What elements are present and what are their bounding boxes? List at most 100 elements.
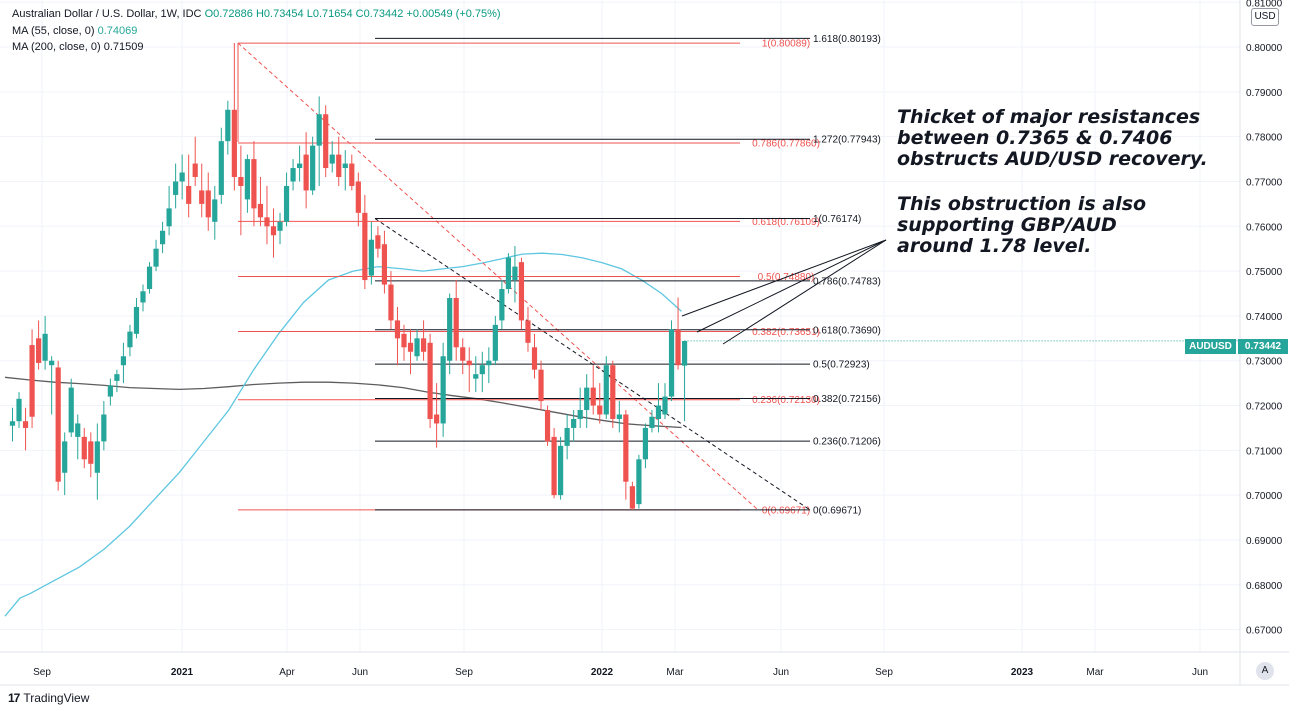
currency-button[interactable]: USD <box>1251 8 1279 26</box>
y-tick-label: 0.78000 <box>1246 133 1283 144</box>
candle-body <box>388 284 394 321</box>
candle-body <box>244 159 250 200</box>
x-tick-label: Apr <box>279 667 295 678</box>
annotation-arrow <box>722 239 887 345</box>
candle-body <box>192 163 198 178</box>
candle-body <box>558 445 564 496</box>
candle-body <box>9 421 16 426</box>
tradingview-logo[interactable]: 17 TradingView <box>8 691 89 705</box>
candle-body <box>212 199 218 222</box>
candle-body <box>36 338 42 363</box>
ma55-value: 0.74069 <box>97 25 138 37</box>
fib-black-label: 0.786(0.74783) <box>813 276 881 287</box>
candle-body <box>127 331 133 348</box>
candle-body <box>434 414 440 424</box>
ma200-legend[interactable]: MA (200, close, 0) 0.71509 <box>12 41 143 53</box>
fib-black-label: 1.272(0.77943) <box>813 135 881 146</box>
ma200-label: MA (200, close, 0) <box>12 41 101 53</box>
candle-body <box>179 172 185 182</box>
tradingview-logo-icon: 17 <box>8 691 20 705</box>
candle-body <box>394 320 401 339</box>
auto-scale-button[interactable]: A <box>1256 662 1274 680</box>
candle-body <box>316 114 322 146</box>
y-tick-label: 0.71000 <box>1246 446 1283 457</box>
candle-body <box>159 230 166 245</box>
candle-body <box>584 387 590 411</box>
annotation-line: supporting GBP/AUD <box>897 214 1117 236</box>
fib-black-label: 0.618(0.73690) <box>813 325 881 336</box>
candle-body <box>525 320 531 343</box>
fib-black-label: 1.618(0.80193) <box>813 34 881 45</box>
candle-body <box>531 347 538 370</box>
candle-body <box>668 329 675 397</box>
candle-body <box>362 212 368 281</box>
candle-body <box>642 427 649 460</box>
candle-body <box>297 163 303 169</box>
x-tick-label: Mar <box>666 667 684 678</box>
candle-body <box>49 360 55 366</box>
candle-body <box>616 414 622 419</box>
candle-body <box>538 369 544 402</box>
fib-black-label: 0(0.69671) <box>813 505 861 516</box>
candle-body <box>199 190 205 204</box>
candle-body <box>610 365 616 419</box>
annotation-block-1: Thicket of major resistances between 0.7… <box>897 107 1208 170</box>
candle-body <box>264 217 270 227</box>
x-tick-label: Jun <box>1192 667 1208 678</box>
y-tick-label: 0.69000 <box>1246 536 1283 547</box>
candle-body <box>101 414 107 442</box>
x-tick-label: 2023 <box>1011 667 1034 678</box>
candle-body <box>140 291 146 303</box>
candle-body <box>336 154 342 178</box>
candle-body <box>257 203 264 218</box>
candle-body <box>277 221 283 231</box>
candle-body <box>323 114 329 169</box>
candle-body <box>310 145 316 191</box>
candle-body <box>499 289 505 321</box>
fib-black-label: 0.5(0.72923) <box>813 360 870 371</box>
annotation-arrow <box>696 239 887 333</box>
candle-body <box>231 109 237 178</box>
price-tag-symbol: AUDUSD <box>1185 339 1236 354</box>
candle-body <box>597 405 603 415</box>
fib-red-label: 0.236(0.72130) <box>752 395 820 406</box>
ohlc-values: O0.72886 H0.73454 L0.71654 C0.73442 +0.0… <box>204 8 501 20</box>
annotation-line: between 0.7365 & 0.7406 <box>897 127 1173 149</box>
y-tick-label: 0.70000 <box>1246 491 1283 502</box>
candle-body <box>290 168 296 182</box>
candle-body <box>75 423 81 437</box>
tradingview-name: TradingView <box>23 691 90 705</box>
candle-body <box>681 341 688 366</box>
candle-body <box>401 333 407 348</box>
candle-body <box>16 398 22 422</box>
candle-body <box>166 208 172 227</box>
fib-red-label: 0.786(0.77860) <box>752 138 820 149</box>
annotation-line: Thicket of major resistances <box>897 106 1201 128</box>
y-tick-label: 0.79000 <box>1246 88 1283 99</box>
candle-body <box>636 459 642 505</box>
candle-body <box>623 414 629 482</box>
x-tick-label: Sep <box>875 667 893 678</box>
candle-body <box>512 266 518 281</box>
ma55-legend[interactable]: MA (55, close, 0) 0.74069 <box>12 25 137 37</box>
y-tick-label: 0.68000 <box>1246 581 1283 592</box>
candle-body <box>590 387 596 406</box>
candle-body <box>114 374 120 381</box>
x-tick-label: 2021 <box>171 667 194 678</box>
candle-body <box>518 262 525 321</box>
y-tick-label: 0.76000 <box>1246 222 1283 233</box>
candle-body <box>218 141 224 195</box>
y-tick-label: 0.77000 <box>1246 177 1283 188</box>
annotation-line: obstructs AUD/USD recovery. <box>897 148 1208 170</box>
candle-body <box>146 266 153 290</box>
candle-body <box>571 418 577 428</box>
fib-black-label: 0.382(0.72156) <box>813 394 881 405</box>
header-symbol-line: Australian Dollar / U.S. Dollar, 1W, IDC… <box>12 8 501 20</box>
x-tick-label: Sep <box>33 667 51 678</box>
candle-body <box>329 154 335 164</box>
symbol-title: Australian Dollar / U.S. Dollar, 1W, IDC <box>12 8 202 20</box>
ma55-line <box>4 252 682 617</box>
candle-body <box>62 441 68 473</box>
candle-body <box>551 436 557 496</box>
